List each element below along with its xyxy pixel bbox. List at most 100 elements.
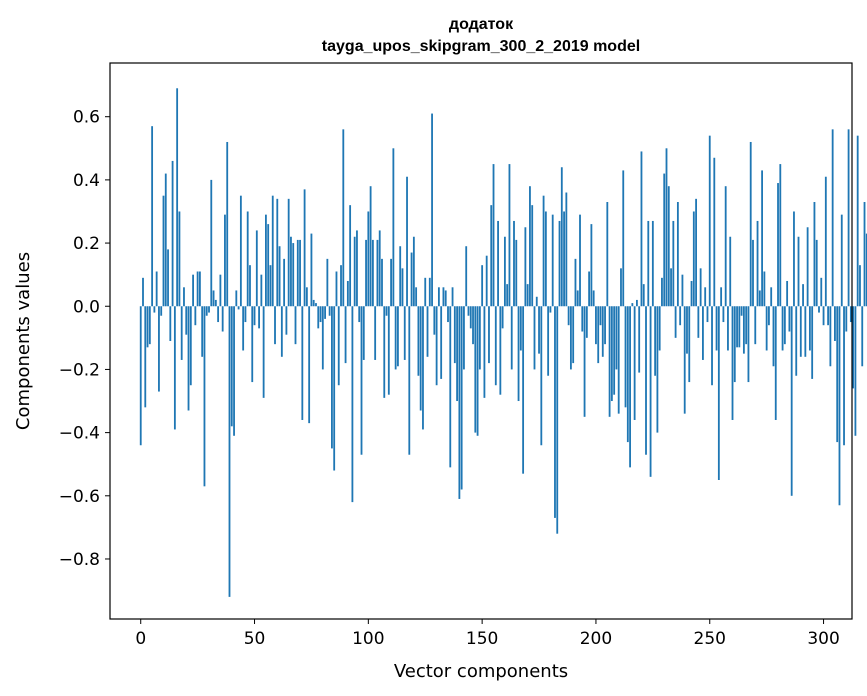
bar-component-185 [560,167,563,307]
bar-component-90 [344,306,347,364]
bar-component-66 [290,236,292,307]
bar-component-229 [661,277,663,307]
bar-component-256 [722,306,725,323]
bar-component-20 [185,306,188,335]
bar-component-86 [335,271,338,307]
bar-component-0 [139,306,142,446]
x-tick-label: 0 [135,629,146,649]
bar-component-104 [376,239,379,307]
bar-component-93 [351,306,354,503]
bar-component-160 [503,236,506,307]
bar-component-94 [353,236,356,307]
bar-component-278 [772,306,775,367]
bar-component-135 [447,306,449,323]
bar-component-308 [840,214,843,307]
bar-component-121 [415,287,418,307]
bar-component-155 [492,164,495,307]
bar-component-316 [859,265,861,307]
bar-component-42 [235,290,238,307]
bar-component-36 [221,306,224,332]
bar-component-51 [255,230,258,307]
bar-component-123 [419,306,422,411]
bar-component-302 [827,306,830,326]
bar-component-152 [485,255,488,307]
bar-component-215 [629,306,631,468]
bar-component-148 [476,306,479,436]
bar-component-44 [239,195,242,307]
y-tick-label: 0.4 [73,171,100,191]
bar-component-1 [142,277,144,307]
bar-component-107 [383,306,386,398]
bar-component-280 [777,183,779,307]
bar-component-267 [747,306,750,383]
bar-component-258 [727,306,729,351]
bar-component-226 [654,306,657,376]
bar-component-4 [148,306,151,345]
bar-component-96 [358,306,361,323]
bar-component-303 [829,306,832,367]
bar-component-268 [749,141,752,307]
bar-component-309 [843,306,845,446]
bar-component-82 [326,258,329,307]
bar-component-204 [604,306,606,345]
bar-component-193 [579,214,581,307]
bar-component-15 [173,306,176,430]
bar-component-39 [228,306,231,597]
bar-component-239 [683,306,686,414]
bar-component-99 [365,239,367,307]
bar-component-8 [158,306,160,392]
bar-component-311 [847,129,850,307]
bar-component-169 [524,227,527,307]
bar-component-26 [198,271,201,307]
bar-component-62 [280,306,283,357]
bar-component-102 [371,239,374,307]
bar-component-315 [856,135,859,307]
bar-component-166 [517,306,520,402]
bar-component-54 [262,306,265,398]
y-tick-label: −0.2 [59,360,100,380]
bar-component-56 [267,224,270,307]
bar-component-171 [529,186,531,307]
chart-title-line-2: tayga_upos_skipgram_300_2_2019 model [322,38,640,55]
bar-component-140 [458,306,461,499]
bar-component-189 [569,306,572,370]
bar-component-163 [510,306,513,370]
bar-component-30 [208,306,210,313]
bar-component-147 [474,306,477,433]
bar-component-167 [519,306,522,351]
bar-component-272 [758,290,761,307]
bar-component-114 [399,246,402,307]
bar-component-190 [572,306,575,364]
bar-component-277 [770,287,773,307]
bar-component-284 [786,280,789,307]
x-tick-label: 250 [694,629,726,649]
bar-component-40 [230,306,233,427]
bar-component-179 [547,306,550,376]
bar-component-78 [317,306,320,329]
bar-component-134 [444,290,447,307]
bar-component-38 [226,141,229,307]
bar-component-173 [533,306,536,370]
bar-component-23 [192,274,194,307]
bar-component-118 [408,306,411,455]
bar-component-64 [285,306,288,335]
bar-component-154 [490,205,493,307]
bar-component-297 [815,239,818,307]
bar-component-63 [283,258,286,307]
bar-component-113 [397,306,399,367]
bar-component-126 [426,306,429,357]
bar-component-34 [217,306,220,323]
bar-component-159 [501,306,504,329]
bar-component-106 [381,258,383,307]
bar-component-269 [752,239,754,307]
bar-component-221 [642,284,645,307]
bar-component-312 [849,306,852,323]
bar-component-253 [715,306,718,351]
bar-component-60 [276,198,279,307]
bar-component-306 [836,306,839,443]
bar-component-76 [312,299,315,307]
bar-component-200 [595,306,597,345]
bar-component-5 [151,126,154,307]
bar-component-68 [294,306,297,345]
